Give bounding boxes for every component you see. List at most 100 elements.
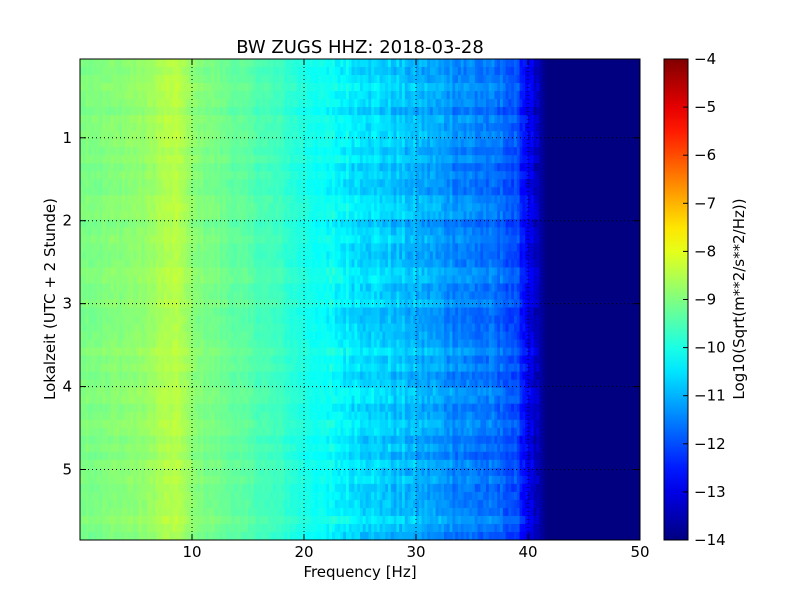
heatmap-cell xyxy=(617,139,621,148)
heatmap-cell xyxy=(337,91,341,100)
heatmap-cell xyxy=(337,67,341,76)
heatmap-cell xyxy=(189,195,193,204)
heatmap-cell xyxy=(631,243,635,252)
heatmap-cell xyxy=(634,59,638,68)
heatmap-cell xyxy=(287,235,291,244)
heatmap-cell xyxy=(598,163,602,172)
heatmap-cell xyxy=(388,123,392,132)
heatmap-cell xyxy=(598,227,602,236)
heatmap-cell xyxy=(158,67,162,76)
heatmap-cell xyxy=(214,59,218,68)
heatmap-cell xyxy=(508,83,512,92)
heatmap-cell xyxy=(200,139,204,148)
heatmap-cell xyxy=(105,163,109,172)
heatmap-cell xyxy=(147,211,151,220)
heatmap-cell xyxy=(416,139,420,148)
heatmap-cell xyxy=(385,251,389,261)
heatmap-cell xyxy=(99,211,103,220)
heatmap-cell xyxy=(284,123,288,132)
heatmap-cell xyxy=(539,227,543,236)
heatmap-cell xyxy=(144,251,148,261)
heatmap-cell xyxy=(446,67,451,76)
heatmap-cell xyxy=(584,115,588,124)
heatmap-cell xyxy=(113,99,117,108)
heatmap-cell xyxy=(581,75,585,84)
heatmap-cell xyxy=(348,227,353,236)
heatmap-cell xyxy=(472,59,476,68)
heatmap-cell xyxy=(250,155,255,164)
heatmap-cell xyxy=(96,75,101,84)
heatmap-cell xyxy=(572,235,577,244)
heatmap-cell xyxy=(228,115,232,124)
heatmap-cell xyxy=(379,123,383,132)
heatmap-cell xyxy=(278,195,283,204)
heatmap-cell xyxy=(239,91,243,100)
heatmap-cell xyxy=(306,67,311,76)
heatmap-cell xyxy=(421,123,425,132)
heatmap-cell xyxy=(166,67,171,76)
heatmap-cell xyxy=(334,163,339,172)
heatmap-cell xyxy=(276,107,280,116)
heatmap-cell xyxy=(558,91,563,100)
heatmap-cell xyxy=(234,243,238,252)
heatmap-cell xyxy=(94,99,98,108)
heatmap-cell xyxy=(550,155,554,164)
heatmap-cell xyxy=(242,251,246,261)
heatmap-cell xyxy=(222,99,227,108)
heatmap-cell xyxy=(332,243,336,252)
heatmap-cell xyxy=(130,203,134,212)
heatmap-cell xyxy=(136,171,140,180)
heatmap-cell xyxy=(542,99,546,108)
heatmap-cell xyxy=(500,211,504,220)
heatmap-cell xyxy=(575,131,579,140)
heatmap-cell xyxy=(175,251,179,261)
heatmap-cell xyxy=(603,163,607,172)
heatmap-cell xyxy=(362,203,367,212)
heatmap-cell xyxy=(203,131,207,140)
heatmap-cell xyxy=(463,251,467,261)
heatmap-cell xyxy=(147,115,151,124)
heatmap-cell xyxy=(609,179,613,188)
heatmap-cell xyxy=(267,251,271,261)
heatmap-cell xyxy=(410,163,414,172)
heatmap-cell xyxy=(298,115,302,124)
heatmap-cell xyxy=(348,187,353,196)
heatmap-cell xyxy=(631,67,635,76)
heatmap-cell xyxy=(379,91,383,100)
heatmap-cell xyxy=(273,139,277,148)
heatmap-cell xyxy=(623,203,627,212)
heatmap-cell xyxy=(413,203,417,212)
heatmap-cell xyxy=(150,59,154,68)
heatmap-cell xyxy=(276,75,280,84)
heatmap-cell xyxy=(511,251,515,261)
heatmap-cell xyxy=(603,195,607,204)
heatmap-cell xyxy=(516,251,521,261)
heatmap-cell xyxy=(222,211,227,220)
heatmap-cell xyxy=(138,179,143,188)
heatmap-cell xyxy=(452,243,456,252)
heatmap-cell xyxy=(592,203,596,212)
heatmap-cell xyxy=(337,59,341,68)
heatmap-cell xyxy=(276,243,280,252)
heatmap-cell xyxy=(466,251,470,261)
heatmap-cell xyxy=(82,67,87,76)
heatmap-cell xyxy=(623,155,627,164)
heatmap-cell xyxy=(522,107,526,116)
heatmap-cell xyxy=(214,139,218,148)
heatmap-cell xyxy=(329,139,333,148)
heatmap-cell xyxy=(158,147,162,156)
heatmap-cell xyxy=(623,195,627,204)
heatmap-cell xyxy=(528,59,532,68)
heatmap-cell xyxy=(152,203,157,212)
heatmap-cell xyxy=(623,83,627,92)
heatmap-cell xyxy=(85,131,89,140)
heatmap-cell xyxy=(267,227,271,236)
heatmap-cell xyxy=(486,83,490,92)
heatmap-cell xyxy=(491,67,495,76)
heatmap-cell xyxy=(281,67,285,76)
heatmap-cell xyxy=(326,219,330,228)
heatmap-cell xyxy=(169,139,173,148)
heatmap-cell xyxy=(276,163,280,172)
heatmap-cell xyxy=(270,227,274,236)
heatmap-cell xyxy=(522,211,526,220)
